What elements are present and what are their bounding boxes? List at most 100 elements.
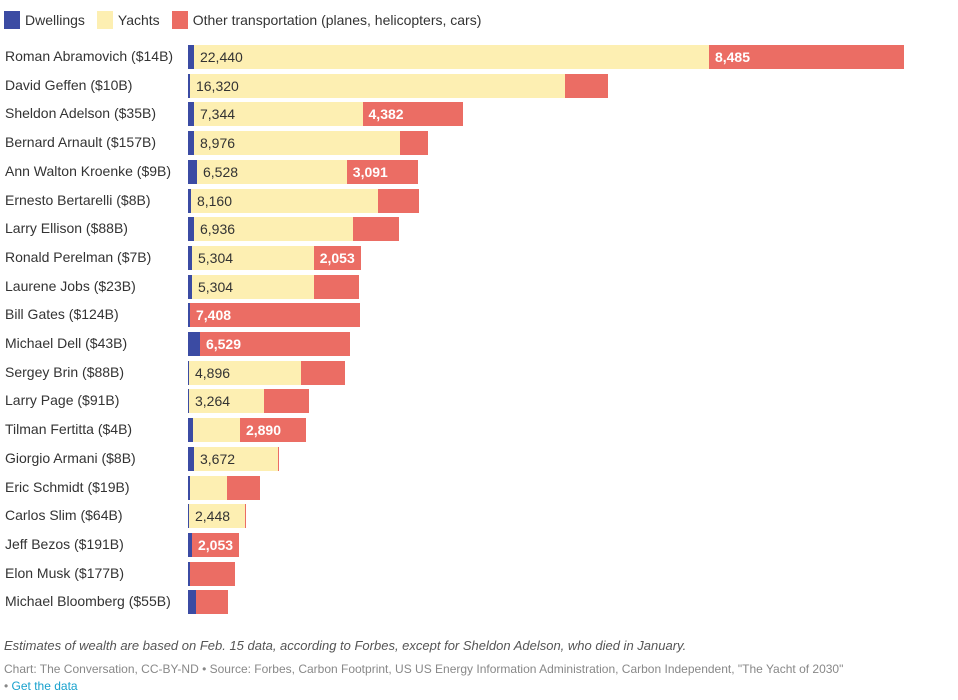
bar-segment-dwellings <box>188 217 194 242</box>
category-label: Jeff Bezos ($191B) <box>5 535 124 552</box>
chart-legend: Dwellings Yachts Other transportation (p… <box>4 11 493 29</box>
category-label: Bernard Arnault ($157B) <box>5 134 156 151</box>
bar-segment-dwellings <box>188 532 192 557</box>
bar-segment-yachts <box>189 475 227 500</box>
category-label: Tilman Fertitta ($4B) <box>5 421 133 438</box>
legend-swatch-dwellings <box>4 11 20 29</box>
bar-segment-dwellings <box>188 45 194 69</box>
bar-row-larry-page: Larry Page ($91B) 3,264 <box>0 389 958 414</box>
bar-segment-other <box>399 131 428 156</box>
bar-row-larry-ellison: Larry Ellison ($88B) 6,936 <box>0 217 958 242</box>
bar-segment-dwellings <box>188 360 189 385</box>
data-label: 3,672 <box>199 450 236 467</box>
legend-item-yachts: Yachts <box>96 11 160 29</box>
bar-segment-dwellings <box>188 188 191 213</box>
data-label: 3,264 <box>195 393 231 410</box>
data-label: 8,160 <box>196 192 233 209</box>
bar-segment-other <box>313 274 359 299</box>
bar-row-laurene-jobs: Laurene Jobs ($23B) 5,304 <box>0 274 958 299</box>
bar-segment-yachts <box>189 389 264 414</box>
bar-segment-dwellings <box>188 561 190 586</box>
data-label: 3,091 <box>352 163 388 180</box>
legend-label-dwellings: Dwellings <box>25 12 85 28</box>
data-label: 5,304 <box>197 249 234 266</box>
bar-segment-other <box>708 45 904 69</box>
bar-row-ann-walton-kroenke: Ann Walton Kroenke ($9B) 6,528 3,091 <box>0 159 958 184</box>
category-label: Ann Walton Kroenke ($9B) <box>5 162 172 179</box>
data-label: 16,320 <box>195 77 239 94</box>
legend-label-yachts: Yachts <box>117 12 160 28</box>
bar-segment-dwellings <box>188 303 190 328</box>
bar-segment-yachts <box>189 504 246 529</box>
chart-source: Chart: The Conversation, CC-BY-ND • Sour… <box>4 661 944 695</box>
bar-segment-other <box>346 159 418 184</box>
bar-segment-yachts <box>191 274 314 299</box>
bar-segment-other <box>362 102 464 127</box>
data-label: 4,896 <box>195 364 231 381</box>
bar-segment-yachts <box>191 245 314 270</box>
category-label: Sergey Brin ($88B) <box>5 363 125 380</box>
bar-row-michael-bloomberg: Michael Bloomberg ($55B) <box>0 590 958 615</box>
bar-segment-other <box>263 389 309 414</box>
bar-segment-yachts <box>189 360 302 385</box>
data-label: 8,976 <box>199 135 236 152</box>
data-label: 4,382 <box>368 106 404 123</box>
category-label: Larry Ellison ($88B) <box>5 220 128 237</box>
bar-segment-other <box>191 532 240 557</box>
bar-segment-dwellings <box>188 475 190 500</box>
bar-segment-other <box>301 360 346 385</box>
bar-segment-dwellings <box>188 418 193 443</box>
bar-segment-yachts <box>193 217 354 242</box>
bar-segment-yachts <box>193 102 363 127</box>
bar-segment-dwellings <box>188 446 194 471</box>
bar-segment-other <box>239 418 307 443</box>
data-label: 7,344 <box>199 106 236 123</box>
category-label: David Geffen ($10B) <box>5 76 133 93</box>
bar-segment-other <box>226 475 260 500</box>
data-label: 6,528 <box>202 163 239 180</box>
category-label: Laurene Jobs ($23B) <box>5 277 136 294</box>
category-label: Carlos Slim ($64B) <box>5 507 123 524</box>
get-the-data-link[interactable]: Get the data <box>11 679 78 693</box>
bar-segment-yachts <box>196 159 347 184</box>
bar-row-bernard-arnault: Bernard Arnault ($157B) 8,976 <box>0 131 958 156</box>
data-label: 8,485 <box>714 49 750 65</box>
bar-segment-dwellings <box>188 504 189 529</box>
bar-segment-yachts <box>193 446 279 471</box>
bar-segment-other <box>353 217 400 242</box>
legend-swatch-yachts <box>96 11 113 29</box>
category-label: Roman Abramovich ($14B) <box>5 48 174 64</box>
bar-segment-dwellings <box>188 274 192 299</box>
bar-row-sheldon-adelson: Sheldon Adelson ($35B) 7,344 4,382 <box>0 102 958 127</box>
legend-swatch-other-transportation <box>171 11 188 29</box>
bar-row-bill-gates: Bill Gates ($124B) 7,408 <box>0 303 958 328</box>
bar-row-ronald-perelman: Ronald Perelman ($7B) 5,304 2,053 <box>0 245 958 270</box>
data-label: 6,529 <box>205 336 242 352</box>
category-label: Ernesto Bertarelli ($8B) <box>5 191 151 208</box>
data-label: 2,448 <box>195 508 231 525</box>
category-label: Ronald Perelman ($7B) <box>5 248 152 265</box>
bar-segment-other <box>195 590 228 615</box>
data-label: 2,053 <box>197 536 234 553</box>
bar-segment-dwellings <box>188 245 192 270</box>
bar-row-david-geffen: David Geffen ($10B) 16,320 <box>0 73 958 98</box>
legend-item-dwellings: Dwellings <box>4 11 85 29</box>
category-label: Larry Page ($91B) <box>5 392 120 409</box>
category-label: Michael Dell ($43B) <box>5 335 128 351</box>
bar-row-tilman-fertitta: Tilman Fertitta ($4B) 2,890 <box>0 418 958 443</box>
bar-segment-yachts <box>190 188 379 213</box>
data-label: 5,304 <box>197 278 234 295</box>
bar-segment-dwellings <box>188 159 197 184</box>
separator-dot: • <box>4 679 9 693</box>
bar-row-carlos-slim: Carlos Slim ($64B) 2,448 <box>0 504 958 529</box>
bar-segment-other <box>189 303 360 328</box>
bar-segment-yachts <box>193 418 240 443</box>
bar-segment-other <box>199 332 350 356</box>
bar-segment-dwellings <box>188 73 190 98</box>
category-label: Sheldon Adelson ($35B) <box>5 105 156 122</box>
bar-segment-yachts <box>193 131 400 156</box>
bar-row-ernesto-bertarelli: Ernesto Bertarelli ($8B) 8,160 <box>0 188 958 213</box>
bar-segment-dwellings <box>188 131 194 156</box>
bar-segment-dwellings <box>188 102 194 127</box>
legend-label-other-transportation: Other transportation (planes, helicopter… <box>192 12 482 28</box>
